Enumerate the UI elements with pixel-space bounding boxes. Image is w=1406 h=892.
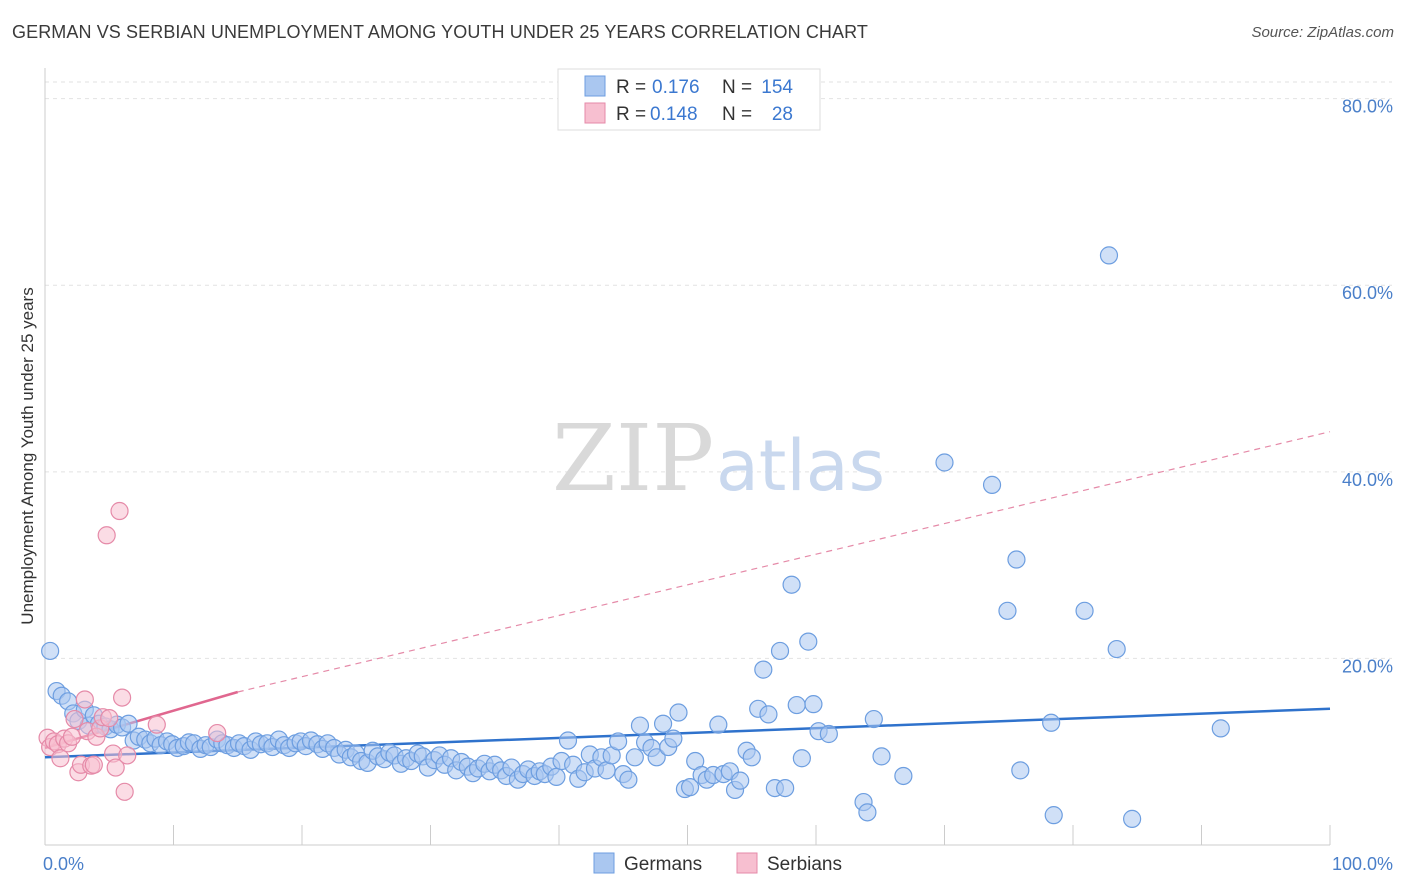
legend-swatch-serbians (584, 102, 606, 124)
gridlines (45, 81, 1392, 659)
point-germans-147 (998, 601, 1017, 620)
point-germans-115 (680, 778, 700, 797)
axes (44, 68, 1331, 846)
source-credit: Source: ZipAtlas.com (1251, 24, 1394, 41)
point-germans-133 (782, 575, 801, 594)
legend-r-value-serbians: 0.148 (650, 104, 698, 125)
y-tick-label-1: 40.0% (1342, 470, 1393, 490)
y-axis-label: Unemployment Among Youth under 25 years (18, 287, 37, 624)
point-germans-134 (787, 695, 806, 715)
legend: R = 0.176 N = 154 R = 0.148 N = 28 (557, 68, 821, 131)
point-germans-139 (819, 724, 838, 744)
point-germans-120 (709, 715, 728, 734)
point-serbians-27 (208, 723, 227, 743)
point-germans-93 (558, 731, 578, 750)
point-germans-141 (858, 803, 877, 822)
point-germans-136 (799, 632, 818, 651)
x-tick-label-1: 100.0% (1332, 854, 1393, 874)
point-serbians-21 (106, 758, 125, 777)
point-germans-113 (669, 703, 688, 722)
data-points (38, 246, 1230, 828)
point-germans-132 (776, 778, 795, 798)
x-tick-labels: 0.0% 100.0% (43, 854, 1393, 874)
point-germans-142 (864, 709, 883, 729)
point-serbians-25 (118, 746, 137, 765)
x-tick-label-0: 0.0% (43, 854, 84, 874)
point-germans-143 (872, 747, 891, 766)
point-germans-112 (664, 729, 683, 748)
point-germans-151 (1044, 806, 1063, 825)
point-germans-149 (1011, 761, 1030, 780)
watermark: ZIP atlas (552, 405, 885, 512)
bottom-legend-swatch-germans (593, 852, 615, 874)
point-germans-146 (982, 475, 1002, 494)
legend-r-label-serbians: R = (616, 104, 646, 125)
point-germans-131 (770, 641, 790, 661)
point-germans-104 (619, 770, 638, 789)
point-germans-110 (653, 714, 673, 733)
point-germans-109 (647, 748, 666, 767)
legend-swatch-germans (584, 75, 606, 97)
bottom-legend-swatch-serbians (736, 852, 758, 874)
point-germans-129 (759, 705, 778, 724)
trend-line-serbians-extension (237, 431, 1331, 693)
point-serbians-23 (112, 688, 132, 707)
point-serbians-14 (84, 755, 103, 774)
bottom-legend-label-serbians: Serbians (767, 854, 842, 875)
watermark-atlas: atlas (716, 425, 885, 507)
point-serbians-18 (97, 526, 116, 545)
point-germans-128 (754, 660, 773, 679)
point-serbians-26 (147, 715, 166, 734)
point-serbians-11 (75, 690, 94, 709)
point-germans-106 (630, 716, 650, 735)
point-germans-155 (1123, 809, 1142, 828)
watermark-zip: ZIP (552, 405, 714, 512)
point-serbians-19 (100, 709, 119, 728)
y-tick-label-3: 80.0% (1342, 97, 1393, 117)
point-germans-135 (792, 749, 811, 768)
point-serbians-7 (62, 727, 82, 746)
point-germans-126 (742, 748, 761, 767)
point-serbians-22 (110, 501, 129, 521)
point-serbians-8 (65, 709, 84, 729)
point-germans-154 (1099, 246, 1119, 265)
legend-n-value-germans: 154 (761, 77, 793, 98)
legend-n-label-serbians: N = (722, 104, 752, 125)
point-germans-145 (935, 453, 954, 472)
point-germans-152 (1075, 601, 1094, 620)
point-germans-144 (894, 766, 913, 786)
point-germans-124 (731, 771, 750, 790)
y-tick-label-2: 60.0% (1342, 283, 1393, 303)
bottom-legend: Germans Serbians (593, 852, 842, 875)
legend-r-value-germans: 0.176 (652, 77, 700, 98)
point-germans-153 (1107, 639, 1126, 659)
bottom-legend-label-germans: Germans (624, 854, 702, 875)
legend-n-value-serbians: 28 (772, 104, 793, 125)
point-germans-105 (625, 748, 644, 767)
point-serbians-24 (115, 782, 134, 801)
chart-title: GERMAN VS SERBIAN UNEMPLOYMENT AMONG YOU… (12, 22, 868, 42)
point-serbians-4 (51, 749, 70, 768)
point-germans-102 (609, 732, 628, 751)
point-germans-0 (41, 641, 60, 661)
y-tick-label-0: 20.0% (1342, 656, 1393, 676)
point-germans-137 (804, 695, 823, 714)
point-germans-148 (1007, 550, 1026, 569)
point-germans-14 (119, 714, 138, 733)
y-tick-labels: 20.0% 40.0% 60.0% 80.0% (1342, 97, 1393, 677)
point-germans-150 (1042, 713, 1061, 732)
point-germans-156 (1211, 719, 1230, 738)
point-germans-91 (547, 767, 566, 786)
legend-r-label-germans: R = (616, 77, 646, 98)
legend-n-label-germans: N = (722, 77, 752, 98)
